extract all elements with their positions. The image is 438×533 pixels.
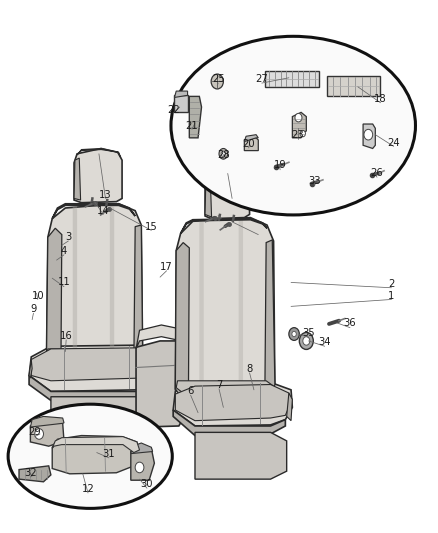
- Polygon shape: [363, 124, 375, 149]
- Polygon shape: [174, 95, 187, 112]
- Polygon shape: [52, 437, 140, 453]
- Polygon shape: [19, 466, 51, 482]
- Circle shape: [35, 429, 43, 439]
- Text: 21: 21: [186, 120, 198, 131]
- Polygon shape: [265, 240, 275, 399]
- Text: 26: 26: [371, 168, 383, 179]
- Polygon shape: [51, 397, 155, 437]
- Text: 3: 3: [65, 232, 71, 243]
- Circle shape: [289, 328, 299, 341]
- Text: 7: 7: [216, 379, 222, 390]
- Text: 27: 27: [255, 74, 268, 84]
- Text: 14: 14: [97, 206, 110, 216]
- Text: 16: 16: [60, 330, 73, 341]
- Polygon shape: [74, 149, 122, 203]
- Circle shape: [364, 130, 373, 140]
- Polygon shape: [52, 204, 135, 219]
- Polygon shape: [205, 177, 212, 217]
- Text: 36: 36: [344, 318, 356, 328]
- Text: 33: 33: [308, 176, 321, 187]
- Polygon shape: [31, 348, 161, 381]
- Circle shape: [292, 332, 296, 337]
- Text: 35: 35: [302, 328, 315, 338]
- Circle shape: [221, 151, 226, 157]
- Ellipse shape: [171, 36, 416, 215]
- Polygon shape: [239, 219, 243, 399]
- Polygon shape: [73, 206, 77, 365]
- Polygon shape: [52, 435, 140, 474]
- Circle shape: [135, 462, 144, 473]
- Text: 34: 34: [318, 337, 331, 347]
- Polygon shape: [77, 149, 121, 158]
- Polygon shape: [29, 345, 161, 391]
- Polygon shape: [131, 443, 152, 454]
- Polygon shape: [29, 375, 155, 400]
- Polygon shape: [136, 341, 185, 427]
- Polygon shape: [134, 225, 143, 365]
- Polygon shape: [208, 169, 249, 178]
- Text: 29: 29: [28, 427, 41, 438]
- Polygon shape: [30, 416, 64, 427]
- Text: 20: 20: [242, 139, 255, 149]
- Text: 23: 23: [291, 130, 304, 140]
- Text: 2: 2: [388, 279, 395, 288]
- Polygon shape: [287, 393, 292, 421]
- Polygon shape: [131, 445, 154, 480]
- Circle shape: [219, 149, 228, 159]
- Polygon shape: [175, 217, 275, 402]
- Polygon shape: [74, 158, 81, 200]
- Text: 24: 24: [387, 138, 400, 148]
- Polygon shape: [136, 325, 185, 349]
- Polygon shape: [205, 169, 250, 219]
- Polygon shape: [173, 410, 286, 435]
- Polygon shape: [46, 204, 143, 368]
- Polygon shape: [199, 219, 204, 399]
- Polygon shape: [265, 71, 318, 87]
- Ellipse shape: [8, 404, 172, 508]
- Text: 17: 17: [160, 262, 173, 271]
- Text: 12: 12: [81, 484, 95, 494]
- Polygon shape: [46, 349, 143, 368]
- Polygon shape: [175, 243, 189, 400]
- Text: 31: 31: [102, 449, 115, 458]
- Text: 22: 22: [167, 104, 180, 115]
- Text: 25: 25: [212, 74, 225, 84]
- Text: 28: 28: [217, 150, 230, 160]
- Polygon shape: [173, 382, 292, 426]
- Polygon shape: [46, 228, 62, 368]
- Text: 10: 10: [32, 290, 44, 301]
- Text: 13: 13: [99, 190, 112, 200]
- Circle shape: [211, 74, 223, 89]
- Polygon shape: [244, 138, 258, 151]
- Polygon shape: [175, 384, 291, 421]
- Polygon shape: [244, 135, 258, 142]
- Polygon shape: [110, 206, 114, 365]
- Polygon shape: [176, 381, 274, 400]
- Text: 6: 6: [187, 386, 194, 397]
- Text: 15: 15: [145, 222, 158, 232]
- Text: 8: 8: [247, 364, 253, 374]
- Polygon shape: [30, 422, 64, 446]
- Polygon shape: [174, 91, 187, 98]
- Text: 32: 32: [24, 468, 37, 478]
- Polygon shape: [180, 219, 267, 233]
- Text: 18: 18: [374, 94, 387, 104]
- Text: 19: 19: [274, 160, 286, 171]
- Text: 4: 4: [61, 246, 67, 255]
- Text: 30: 30: [141, 480, 153, 489]
- Polygon shape: [189, 96, 201, 138]
- Polygon shape: [292, 112, 306, 138]
- Circle shape: [299, 333, 313, 350]
- Text: 11: 11: [58, 278, 71, 287]
- Text: 9: 9: [30, 304, 37, 314]
- Circle shape: [295, 114, 302, 122]
- Polygon shape: [29, 360, 32, 378]
- Polygon shape: [327, 76, 380, 96]
- Text: 1: 1: [388, 290, 395, 301]
- Polygon shape: [195, 432, 287, 479]
- Circle shape: [300, 131, 305, 137]
- Circle shape: [303, 337, 310, 345]
